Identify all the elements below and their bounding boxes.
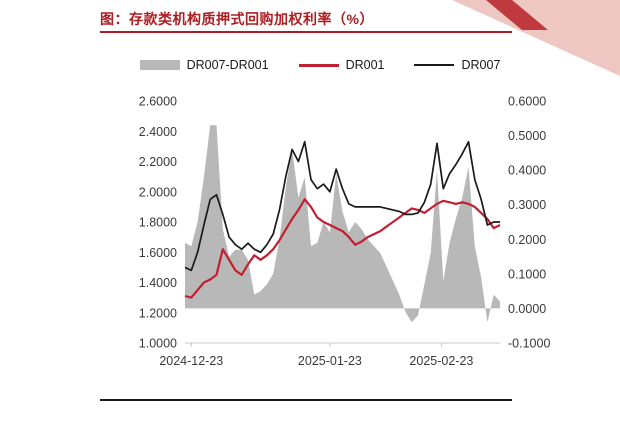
legend-item-dr001: DR001: [298, 58, 385, 72]
left-axis-tick: 1.0000: [139, 337, 177, 351]
legend-label-spread: DR007-DR001: [186, 58, 269, 72]
legend-label-dr007: DR007: [461, 58, 501, 72]
legend-item-spread: DR007-DR001: [139, 58, 269, 72]
left-axis-tick: 1.6000: [139, 246, 177, 260]
right-axis-tick: 0.5000: [508, 129, 546, 143]
legend-label-dr001: DR001: [345, 58, 385, 72]
footer-divider: [100, 399, 512, 401]
dr007-line: [184, 140, 500, 272]
left-axis-tick: 2.0000: [139, 185, 177, 199]
left-axis-tick: 1.8000: [139, 216, 177, 230]
chart-title: 图：存款类机构质押式回购加权利率（%）: [100, 11, 374, 27]
legend-item-dr007: DR007: [414, 58, 500, 72]
left-axis-tick: 2.6000: [139, 95, 177, 109]
dr001-line: [184, 198, 501, 299]
right-axis-tick: 0.1000: [508, 267, 546, 281]
repo-rate-chart: 2.6000 2.4000 2.2000 2.0000 1.8000 1.6000 1.40…: [139, 95, 551, 369]
x-axis-tick: 2025-02-23: [409, 354, 473, 368]
right-axis-tick: 0.3000: [508, 198, 546, 212]
right-axis-tick: 0.6000: [508, 95, 546, 109]
left-axis-tick: 2.4000: [139, 125, 177, 139]
legend-swatch-dr001: [298, 63, 339, 67]
legend-swatch-area: [139, 60, 180, 70]
right-axis-tick: -0.1000: [508, 337, 550, 351]
legend-swatch-dr007: [414, 63, 455, 67]
title-divider: [100, 31, 512, 33]
left-axis-tick: 2.2000: [139, 155, 177, 169]
chart-legend: DR007-DR001 DR001 DR007: [100, 58, 540, 72]
spread-area: [185, 125, 500, 323]
right-axis-tick: 0.4000: [508, 164, 546, 178]
x-axis-tick: 2025-01-23: [298, 354, 362, 368]
x-axis-tick: 2024-12-23: [159, 354, 223, 368]
left-axis-tick: 1.2000: [139, 306, 177, 320]
right-axis-tick: 0.2000: [508, 233, 546, 247]
right-axis-tick: 0.0000: [508, 302, 546, 316]
left-axis-tick: 1.4000: [139, 276, 177, 290]
